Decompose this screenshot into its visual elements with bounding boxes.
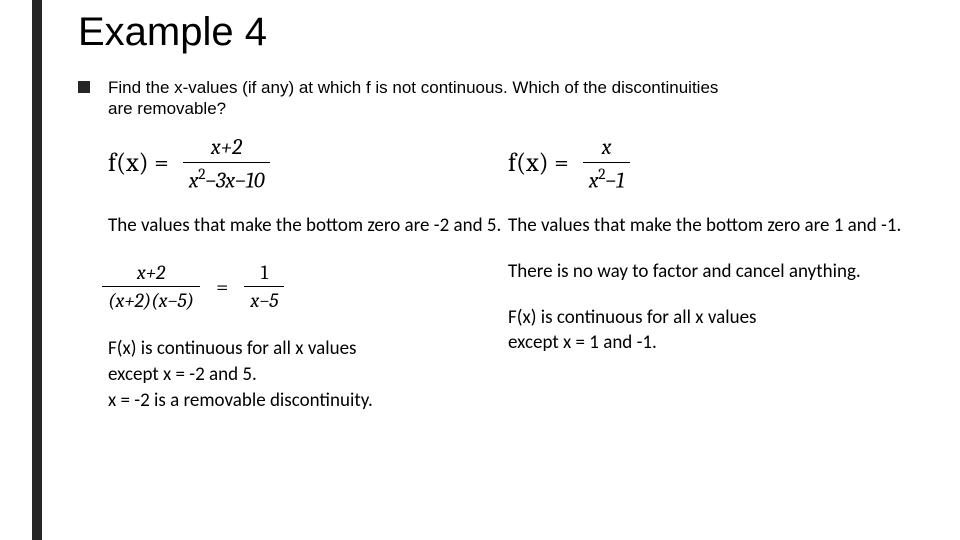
conclusion-line: F(x) is continuous for all x values [108,336,508,362]
columns: f(x) = x+2 x2−3x−10 The values that make… [78,132,960,434]
denominator: x−5 [244,287,284,314]
numerator: 1 [255,259,274,286]
numerator: x+2 [205,132,248,162]
left-factored: x+2 (x+2)(x−5) = 1 x−5 [98,259,508,315]
prompt-text: Find the x-values (if any) at which f is… [108,77,728,120]
conclusion-line: x = -2 is a removable discontinuity. [108,388,508,414]
slide-content: Example 4 Find the x-values (if any) at … [78,10,960,433]
conclusion-line: F(x) is continuous for all x values [508,305,928,331]
left-function: f(x) = x+2 x2−3x−10 [108,132,508,196]
equals-sign: = [216,274,228,300]
left-column: f(x) = x+2 x2−3x−10 The values that make… [78,132,508,434]
fraction: 1 x−5 [244,259,284,315]
left-conclusion: F(x) is continuous for all x values exce… [108,336,508,413]
fraction: x+2 x2−3x−10 [183,132,271,196]
page-title: Example 4 [78,10,960,55]
slide-sidebar [32,0,42,540]
conclusion-line: except x = 1 and -1. [508,330,928,356]
prompt-row: Find the x-values (if any) at which f is… [78,77,960,120]
bullet-icon [78,81,90,93]
denominator: x2−3x−10 [183,163,271,195]
numerator: x+2 [131,259,171,286]
right-function: f(x) = x x2−1 [508,132,928,196]
right-zeros-text: The values that make the bottom zero are… [508,213,928,239]
fn-label: f(x) = [108,148,169,178]
fraction: x+2 (x+2)(x−5) [102,259,200,315]
right-factor-text: There is no way to factor and cancel any… [508,259,928,285]
right-conclusion: F(x) is continuous for all x values exce… [508,305,928,356]
denominator: (x+2)(x−5) [102,287,200,314]
conclusion-line: except x = -2 and 5. [108,362,508,388]
fraction: x x2−1 [583,132,631,196]
right-column: f(x) = x x2−1 The values that make the b… [508,132,928,434]
denominator: x2−1 [583,163,631,195]
numerator: x [596,132,618,162]
fn-label: f(x) = [508,148,569,178]
left-zeros-text: The values that make the bottom zero are… [108,213,508,239]
